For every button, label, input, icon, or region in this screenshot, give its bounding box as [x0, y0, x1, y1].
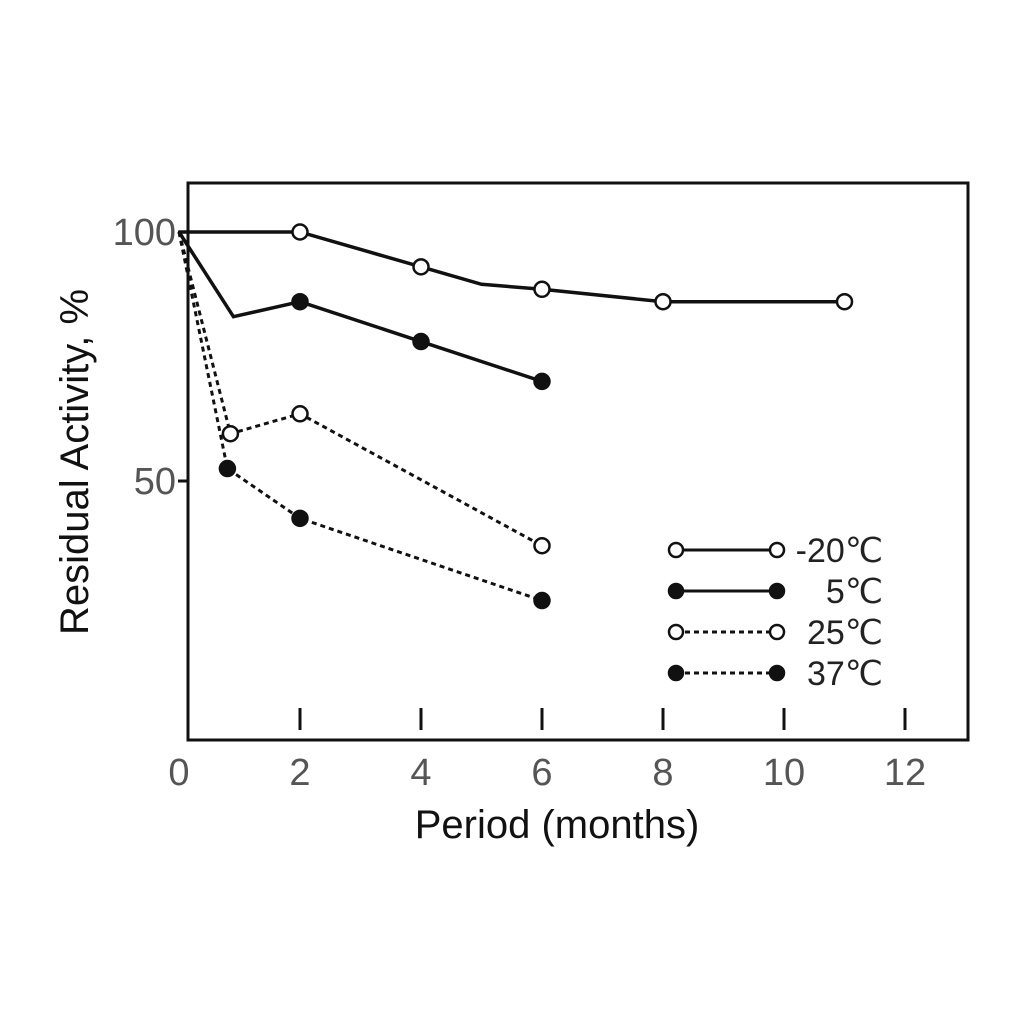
series-2 [177, 231, 551, 555]
series-3 [177, 231, 551, 610]
legend-marker [667, 541, 685, 559]
legend-label: 5℃ [826, 573, 883, 611]
legend-marker [768, 623, 786, 641]
series-1 [177, 231, 551, 391]
y-axis: 100 50 [113, 212, 188, 503]
y-axis-title: Residual Activity, % [53, 289, 97, 635]
legend-marker [667, 664, 685, 682]
x-tick-label: 6 [531, 752, 552, 794]
legend-item: 5℃ [667, 573, 883, 611]
series-layer [177, 223, 854, 610]
series-line [177, 231, 543, 548]
legend-marker [768, 582, 786, 600]
x-tick-label: 2 [289, 752, 310, 794]
data-point [218, 459, 237, 478]
legend-label: 37℃ [807, 655, 883, 693]
y-tick-label: 100 [113, 212, 176, 254]
legend-marker [667, 623, 685, 641]
data-point [835, 292, 854, 311]
legend-item: 25℃ [667, 614, 883, 652]
data-point [533, 280, 551, 299]
data-point [533, 372, 551, 391]
x-tick-label: 8 [652, 752, 673, 794]
x-tick-label: 12 [884, 752, 926, 794]
data-point [291, 509, 309, 528]
x-tick-label: 0 [168, 752, 189, 794]
x-axis-title: Period (months) [415, 803, 700, 847]
legend-marker [768, 664, 786, 682]
series-line [179, 230, 845, 304]
series-line [177, 231, 543, 602]
x-tick-label: 10 [763, 752, 805, 794]
data-point [533, 591, 551, 610]
legend-label: -20℃ [796, 532, 883, 570]
series-line [177, 231, 543, 384]
data-point [221, 424, 240, 443]
legend-item: -20℃ [667, 532, 883, 570]
data-point [654, 292, 672, 311]
data-point [412, 332, 430, 351]
legend-marker [768, 541, 786, 559]
legend: -20℃5℃25℃37℃ [667, 532, 883, 693]
data-point [291, 292, 309, 311]
y-tick-label: 50 [134, 461, 176, 503]
legend-label: 25℃ [807, 614, 883, 652]
data-point [412, 258, 430, 276]
data-point [533, 536, 551, 555]
series-0 [179, 223, 854, 311]
legend-marker [667, 582, 685, 600]
data-point [291, 405, 309, 423]
x-axis: 0 2 4 6 8 10 12 [168, 708, 926, 794]
data-point [291, 223, 309, 241]
legend-item: 37℃ [667, 655, 883, 693]
x-tick-label: 4 [410, 752, 431, 794]
plot-frame [186, 181, 970, 742]
